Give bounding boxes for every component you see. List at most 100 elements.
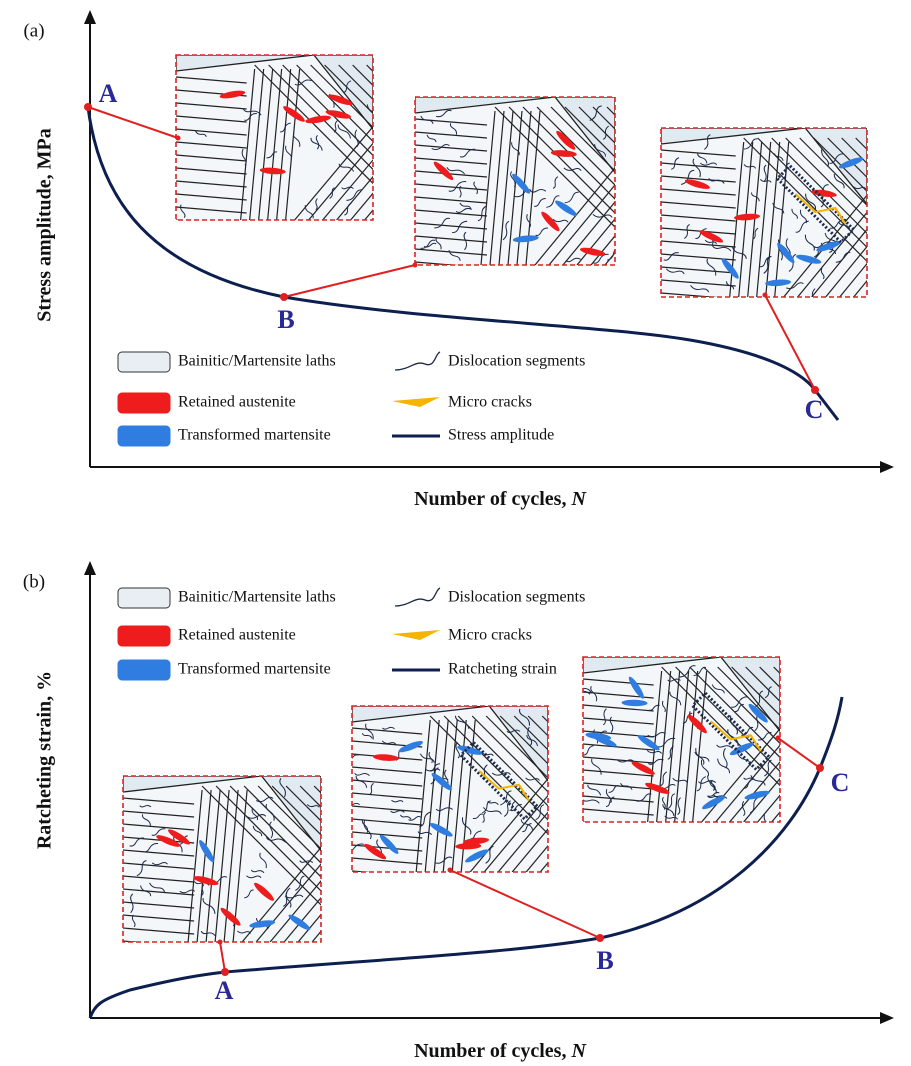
dislocation	[337, 124, 352, 139]
transformed-martensite	[777, 242, 795, 264]
dislocation	[682, 712, 693, 724]
dislocation	[820, 267, 825, 280]
lath-line	[816, 667, 911, 827]
dislocation	[279, 122, 291, 133]
lath-line	[494, 106, 615, 228]
dislocation	[763, 164, 767, 183]
dislocation	[716, 744, 733, 749]
dislocation	[667, 746, 674, 760]
lath-line	[674, 670, 690, 822]
transformed-martensite	[702, 795, 726, 810]
lath-line	[267, 68, 283, 220]
lath-line	[756, 141, 772, 297]
dislocation	[526, 213, 531, 228]
dislocation	[564, 191, 579, 204]
lath-line	[442, 719, 458, 872]
microstructure-inset	[175, 54, 374, 221]
inset-content	[123, 776, 321, 942]
lath-line	[788, 667, 911, 827]
lath-line	[352, 831, 423, 839]
dislocation	[593, 144, 606, 157]
dislocation	[657, 737, 676, 748]
dislocation	[449, 123, 458, 135]
lath-line	[661, 214, 736, 222]
dislocation	[743, 138, 758, 150]
dislocation	[602, 708, 607, 726]
connector	[449, 869, 601, 939]
dislocation	[502, 220, 510, 241]
dislocation	[419, 811, 431, 828]
dislocation	[315, 198, 318, 211]
retained-austenite	[259, 167, 286, 175]
dislocation	[139, 804, 152, 808]
dislocation	[285, 145, 292, 160]
dislocation	[662, 797, 666, 810]
lath-line	[583, 743, 654, 751]
lath-line	[661, 279, 736, 287]
lath-line	[870, 138, 911, 298]
point-label: C	[805, 395, 824, 424]
lath-line	[443, 715, 548, 821]
lath-line	[123, 862, 195, 870]
point-marker	[280, 293, 288, 301]
lath-line	[352, 727, 423, 735]
dislocation	[283, 887, 291, 907]
dislocation	[279, 777, 286, 798]
lath-line	[352, 792, 423, 800]
lath-line	[123, 901, 195, 909]
connector	[777, 737, 821, 769]
dislocation	[583, 690, 591, 695]
dislocation	[535, 227, 549, 236]
lath-line	[513, 715, 548, 751]
dislocation-tangle	[690, 690, 772, 772]
lath-line	[797, 211, 867, 297]
dislocation	[660, 771, 668, 787]
dislocation	[590, 685, 598, 702]
dislocation	[241, 148, 247, 166]
dislocation	[344, 202, 352, 216]
dislocation	[428, 751, 433, 764]
lath-line	[898, 138, 911, 298]
dislocation	[259, 852, 267, 869]
dislocation	[510, 171, 516, 188]
dislocation	[452, 220, 468, 234]
retained-austenite	[455, 842, 482, 850]
legend-text: Dislocation segments	[448, 353, 585, 370]
dislocation	[525, 777, 540, 781]
connector-end	[775, 735, 781, 741]
lath-line	[675, 666, 780, 773]
lath-line	[415, 719, 431, 872]
retained-austenite	[254, 882, 274, 901]
lath-line	[745, 666, 780, 703]
y-axis-label: Stress amplitude, MPa	[34, 128, 56, 322]
dislocation	[292, 132, 301, 147]
dislocation	[481, 764, 488, 780]
retained-austenite	[372, 754, 399, 761]
lath-line	[415, 157, 488, 165]
dislocation	[546, 195, 560, 208]
lath-line	[583, 717, 654, 725]
dislocation	[315, 135, 320, 150]
dislocation	[131, 914, 136, 928]
y-axis-label: Ratcheting strain, %	[34, 671, 56, 849]
dislocation	[455, 207, 473, 213]
dislocation	[180, 204, 186, 218]
lath-line	[773, 666, 780, 675]
lath-line	[123, 875, 195, 883]
inset-border	[660, 127, 868, 298]
dislocation	[381, 740, 397, 746]
lath-line	[352, 844, 423, 852]
dislocation	[529, 189, 547, 193]
dislocation	[149, 882, 165, 893]
legend-swatch	[117, 425, 171, 447]
transformed-martensite	[637, 734, 660, 751]
dislocation	[491, 772, 511, 776]
lath-line	[415, 131, 488, 139]
x-axis-label: Number of cycles, N	[414, 488, 587, 510]
lath-line	[508, 106, 615, 214]
legend-swatch	[117, 659, 171, 681]
dislocation	[352, 843, 364, 851]
dislocation	[763, 256, 771, 274]
lath-line	[489, 110, 505, 265]
